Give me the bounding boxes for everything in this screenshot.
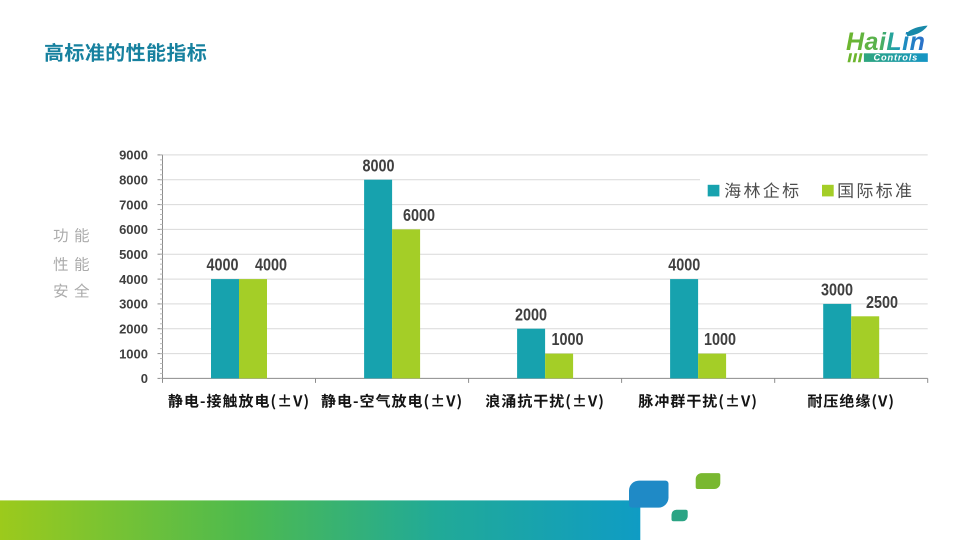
svg-text:9000: 9000 [119, 148, 148, 163]
svg-text:2500: 2500 [866, 292, 898, 312]
svg-text:8000: 8000 [119, 172, 148, 187]
svg-text:Controls: Controls [873, 53, 918, 63]
svg-text:4000: 4000 [668, 255, 700, 275]
svg-text:6000: 6000 [119, 222, 148, 237]
svg-text:4000: 4000 [255, 255, 287, 275]
svg-text:1000: 1000 [552, 329, 584, 349]
svg-text:1000: 1000 [704, 329, 736, 349]
svg-text:2000: 2000 [515, 304, 547, 324]
svg-text:6000: 6000 [403, 205, 435, 225]
svg-text:4000: 4000 [119, 272, 148, 287]
svg-text:8000: 8000 [363, 155, 395, 175]
svg-text:0: 0 [141, 371, 148, 386]
svg-text:5000: 5000 [119, 247, 148, 262]
svg-text:3000: 3000 [119, 297, 148, 312]
svg-text:3000: 3000 [821, 280, 853, 300]
svg-text:4000: 4000 [207, 255, 239, 275]
svg-text:2000: 2000 [119, 321, 148, 336]
svg-text:1000: 1000 [119, 346, 148, 361]
svg-text:7000: 7000 [119, 197, 148, 212]
